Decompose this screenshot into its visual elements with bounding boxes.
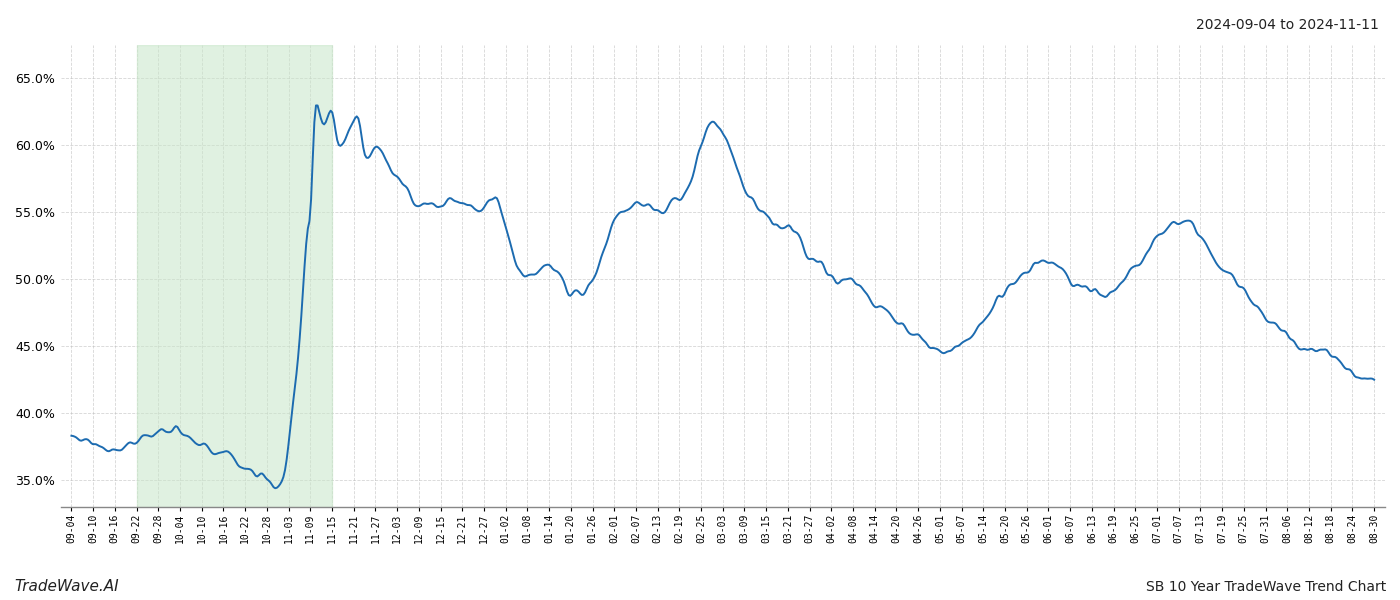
Text: SB 10 Year TradeWave Trend Chart: SB 10 Year TradeWave Trend Chart [1145,580,1386,594]
Text: TradeWave.AI: TradeWave.AI [14,579,119,594]
Bar [137,45,332,506]
Text: 2024-09-04 to 2024-11-11: 2024-09-04 to 2024-11-11 [1196,18,1379,32]
